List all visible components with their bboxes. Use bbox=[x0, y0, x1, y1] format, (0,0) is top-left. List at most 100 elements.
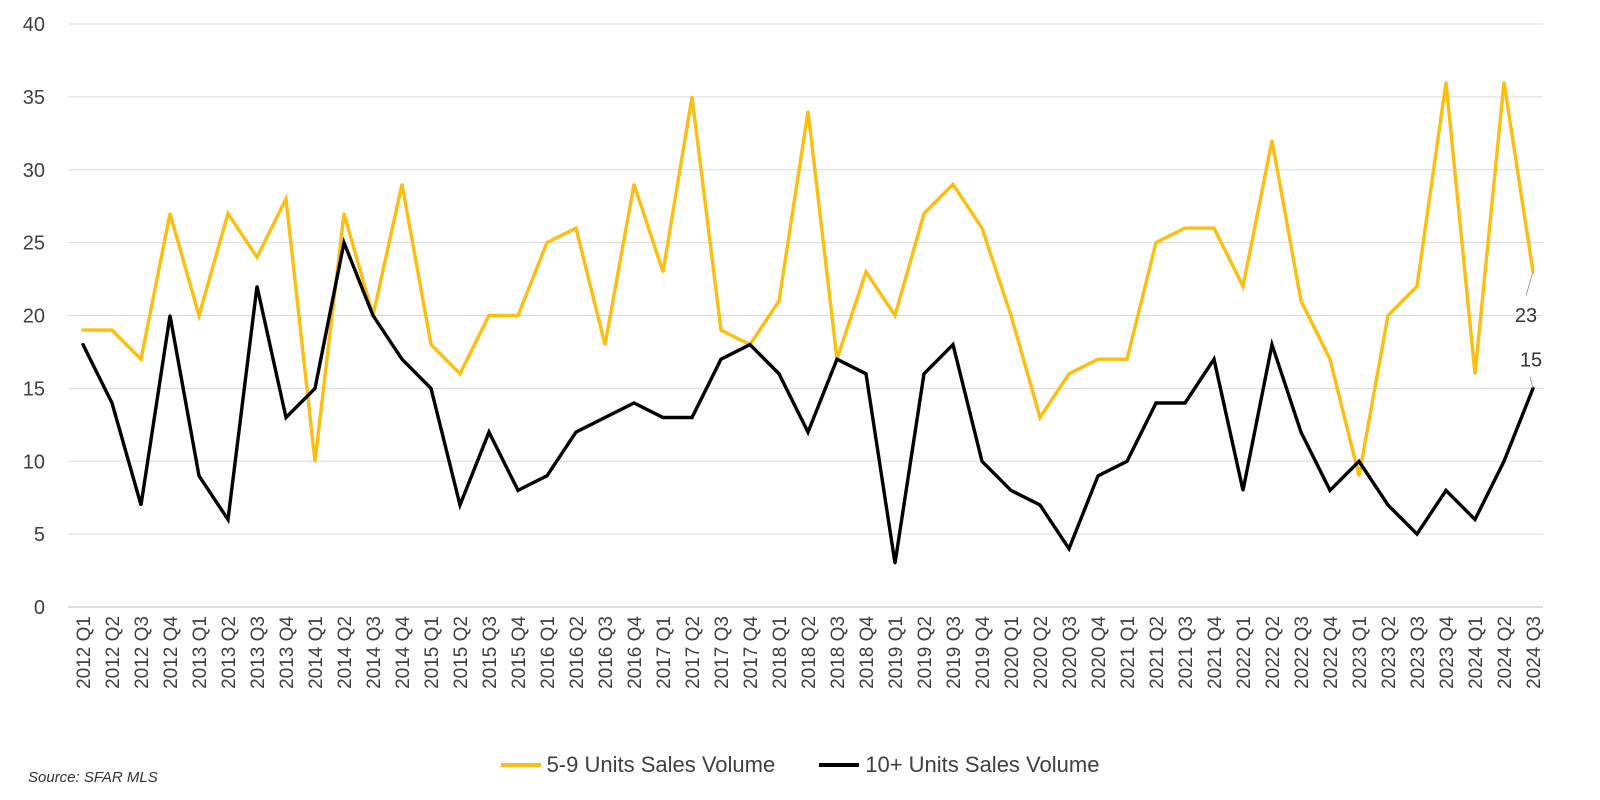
data-point-10-plus-units bbox=[487, 430, 491, 434]
x-tick-label: 2024 Q3 bbox=[1524, 616, 1545, 689]
x-tick-label: 2020 Q1 bbox=[1002, 616, 1023, 689]
data-point-10-plus-units bbox=[458, 503, 462, 507]
data-point-10-plus-units bbox=[516, 489, 520, 492]
y-tick-label: 40 bbox=[23, 14, 45, 36]
data-point-5-9-units bbox=[197, 314, 201, 317]
data-point-10-plus-units bbox=[342, 241, 346, 244]
y-tick-label: 30 bbox=[23, 160, 45, 182]
y-tick-label: 15 bbox=[23, 378, 45, 400]
data-point-10-plus-units bbox=[81, 343, 85, 346]
x-tick-label: 2013 Q1 bbox=[190, 616, 211, 689]
legend: 5-9 Units Sales Volume 10+ Units Sales V… bbox=[0, 752, 1600, 778]
end-label-leader-5-9-units bbox=[1525, 271, 1534, 296]
x-tick-label: 2022 Q3 bbox=[1292, 616, 1313, 689]
x-tick-label: 2014 Q4 bbox=[393, 616, 414, 689]
data-point-5-9-units bbox=[922, 212, 926, 215]
x-tick-label: 2013 Q2 bbox=[219, 616, 240, 689]
x-tick-label: 2019 Q3 bbox=[944, 616, 965, 689]
x-tick-label: 2019 Q2 bbox=[915, 616, 936, 689]
data-point-10-plus-units bbox=[1415, 532, 1419, 536]
data-point-10-plus-units bbox=[1067, 547, 1071, 550]
x-tick-label: 2015 Q4 bbox=[509, 616, 530, 689]
data-point-10-plus-units bbox=[313, 387, 317, 390]
data-point-10-plus-units bbox=[1473, 518, 1477, 521]
data-point-10-plus-units bbox=[1386, 503, 1390, 507]
x-tick-label: 2019 Q1 bbox=[886, 616, 907, 689]
data-point-5-9-units bbox=[110, 328, 114, 332]
x-tick-label: 2020 Q4 bbox=[1089, 616, 1110, 689]
data-point-10-plus-units bbox=[1183, 401, 1187, 405]
series-line-5-9-units bbox=[81, 82, 1535, 477]
y-tick-label: 35 bbox=[23, 87, 45, 109]
data-point-10-plus-units bbox=[980, 460, 984, 463]
data-point-5-9-units bbox=[1357, 474, 1361, 478]
data-point-10-plus-units bbox=[603, 416, 607, 419]
data-point-5-9-units bbox=[1067, 372, 1071, 375]
data-point-10-plus-units bbox=[1357, 460, 1361, 463]
data-point-10-plus-units bbox=[690, 416, 694, 419]
x-tick-label: 2017 Q4 bbox=[741, 616, 762, 689]
data-point-5-9-units bbox=[806, 110, 810, 113]
legend-label-5-9-units: 5-9 Units Sales Volume bbox=[546, 752, 776, 777]
data-point-5-9-units bbox=[1096, 358, 1100, 361]
x-tick-label: 2014 Q3 bbox=[364, 616, 385, 689]
data-point-10-plus-units bbox=[168, 314, 172, 317]
data-point-10-plus-units bbox=[1444, 489, 1448, 492]
data-point-5-9-units bbox=[690, 95, 694, 99]
y-axis-ticks: 0 5 10 15 20 25 30 35 40 bbox=[23, 14, 45, 619]
data-point-10-plus-units bbox=[284, 416, 288, 419]
data-point-10-plus-units bbox=[1096, 474, 1100, 478]
data-point-5-9-units bbox=[1038, 416, 1042, 419]
x-tick-label: 2016 Q3 bbox=[596, 616, 617, 689]
series-lines bbox=[81, 81, 1535, 565]
data-point-5-9-units bbox=[574, 226, 578, 230]
x-tick-label: 2021 Q3 bbox=[1176, 616, 1197, 689]
x-tick-label: 2012 Q4 bbox=[161, 616, 182, 689]
data-point-5-9-units bbox=[632, 183, 636, 186]
data-point-10-plus-units bbox=[1328, 489, 1332, 492]
y-tick-label: 5 bbox=[34, 524, 45, 546]
data-point-10-plus-units bbox=[197, 474, 201, 478]
data-point-10-plus-units bbox=[110, 401, 114, 405]
data-point-5-9-units bbox=[1415, 285, 1419, 288]
data-point-5-9-units bbox=[226, 212, 230, 215]
x-tick-label: 2022 Q2 bbox=[1263, 616, 1284, 689]
x-tick-label: 2019 Q4 bbox=[973, 616, 994, 689]
data-point-10-plus-units bbox=[806, 430, 810, 434]
x-tick-label: 2020 Q2 bbox=[1031, 616, 1052, 689]
x-tick-label: 2013 Q4 bbox=[277, 616, 298, 689]
x-tick-label: 2013 Q3 bbox=[248, 616, 269, 689]
x-tick-label: 2017 Q2 bbox=[683, 616, 704, 689]
data-point-10-plus-units bbox=[1502, 460, 1506, 463]
x-tick-label: 2015 Q3 bbox=[480, 616, 501, 689]
data-point-5-9-units bbox=[1444, 81, 1448, 84]
data-point-5-9-units bbox=[1212, 226, 1216, 230]
x-tick-label: 2015 Q2 bbox=[451, 616, 472, 689]
data-point-5-9-units bbox=[777, 299, 781, 303]
x-tick-label: 2017 Q1 bbox=[654, 616, 675, 689]
end-labels: 23 15 bbox=[1515, 271, 1542, 389]
y-tick-label: 25 bbox=[23, 233, 45, 255]
x-tick-label: 2022 Q1 bbox=[1234, 616, 1255, 689]
data-point-5-9-units bbox=[400, 183, 404, 186]
legend-item-5-9-units: 5-9 Units Sales Volume bbox=[500, 752, 776, 778]
data-point-10-plus-units bbox=[864, 372, 868, 375]
data-point-10-plus-units bbox=[893, 562, 897, 565]
legend-swatch-5-9-units bbox=[500, 763, 541, 767]
data-point-10-plus-units bbox=[922, 372, 926, 375]
data-point-5-9-units bbox=[342, 212, 346, 215]
data-point-10-plus-units bbox=[429, 387, 433, 390]
x-tick-label: 2024 Q2 bbox=[1495, 616, 1516, 689]
y-tick-label: 0 bbox=[34, 597, 45, 619]
data-point-5-9-units bbox=[1502, 81, 1506, 84]
legend-item-10-plus-units: 10+ Units Sales Volume bbox=[819, 752, 1099, 778]
data-point-5-9-units bbox=[661, 270, 665, 273]
data-point-10-plus-units bbox=[835, 358, 839, 361]
data-point-10-plus-units bbox=[1241, 489, 1245, 492]
x-tick-label: 2021 Q4 bbox=[1205, 616, 1226, 689]
data-point-10-plus-units bbox=[574, 430, 578, 434]
data-point-10-plus-units bbox=[371, 314, 375, 317]
data-point-5-9-units bbox=[719, 328, 723, 332]
data-point-5-9-units bbox=[1009, 314, 1013, 317]
